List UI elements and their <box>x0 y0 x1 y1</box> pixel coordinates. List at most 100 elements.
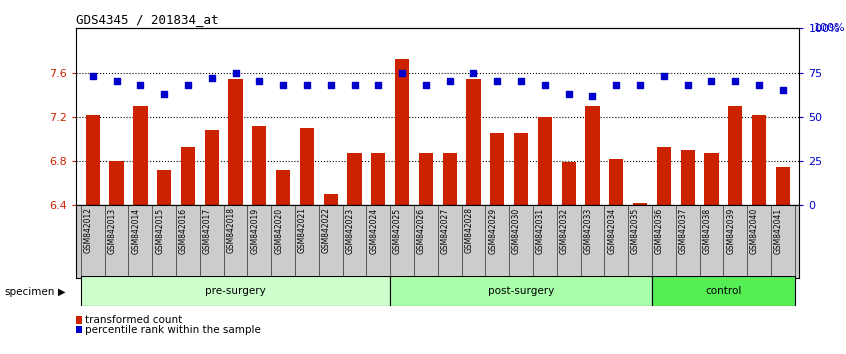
Text: GSM842034: GSM842034 <box>607 207 616 254</box>
Text: GSM842027: GSM842027 <box>441 207 450 253</box>
Bar <box>633 203 647 205</box>
Bar <box>252 126 266 205</box>
Text: ▶: ▶ <box>58 287 65 297</box>
Bar <box>585 106 600 205</box>
Text: GSM842017: GSM842017 <box>203 207 212 253</box>
Text: GSM842037: GSM842037 <box>678 207 688 254</box>
Bar <box>728 106 742 205</box>
Point <box>538 82 552 88</box>
Bar <box>776 167 790 205</box>
Point <box>562 91 575 97</box>
Point <box>752 82 766 88</box>
Bar <box>181 147 195 205</box>
Bar <box>490 133 504 205</box>
Point <box>181 82 195 88</box>
Text: GSM842041: GSM842041 <box>774 207 783 253</box>
Text: GSM842020: GSM842020 <box>274 207 283 253</box>
Text: 100%: 100% <box>814 23 845 33</box>
Bar <box>652 276 794 306</box>
Bar <box>466 79 481 205</box>
Text: GSM842040: GSM842040 <box>750 207 759 254</box>
Bar <box>323 194 338 205</box>
Point <box>776 87 789 93</box>
Text: GSM842019: GSM842019 <box>250 207 260 253</box>
Text: GSM842016: GSM842016 <box>179 207 188 253</box>
Bar <box>442 153 457 205</box>
Point <box>277 82 290 88</box>
Text: GSM842038: GSM842038 <box>702 207 711 253</box>
Text: GSM842022: GSM842022 <box>321 207 331 253</box>
Point <box>681 82 695 88</box>
Point <box>134 82 147 88</box>
Text: GSM842012: GSM842012 <box>84 207 93 253</box>
Point <box>491 79 504 84</box>
Point <box>86 73 100 79</box>
Bar <box>133 106 147 205</box>
Text: GSM842039: GSM842039 <box>726 207 735 254</box>
Point <box>348 82 361 88</box>
Bar <box>371 153 386 205</box>
Bar <box>81 276 390 306</box>
Point <box>443 79 457 84</box>
Text: GSM842028: GSM842028 <box>464 207 474 253</box>
Bar <box>562 162 576 205</box>
Point <box>324 82 338 88</box>
Point <box>585 93 599 98</box>
Text: control: control <box>706 286 741 296</box>
Text: GSM842026: GSM842026 <box>417 207 426 253</box>
Point <box>609 82 623 88</box>
Point <box>467 70 481 75</box>
Bar <box>538 117 552 205</box>
Text: specimen: specimen <box>4 287 55 297</box>
Point <box>728 79 742 84</box>
Point <box>634 82 647 88</box>
Text: GSM842033: GSM842033 <box>584 207 592 254</box>
Text: GSM842013: GSM842013 <box>107 207 117 253</box>
Bar <box>514 133 528 205</box>
Point <box>300 82 314 88</box>
Text: transformed count: transformed count <box>85 315 182 325</box>
Text: pre-surgery: pre-surgery <box>206 286 266 296</box>
Text: post-surgery: post-surgery <box>488 286 554 296</box>
Bar <box>752 115 766 205</box>
Bar <box>205 130 219 205</box>
Bar <box>390 276 652 306</box>
Point <box>205 75 218 81</box>
Bar <box>85 115 100 205</box>
Point <box>395 70 409 75</box>
Text: GSM842021: GSM842021 <box>298 207 307 253</box>
Point <box>657 73 671 79</box>
Point <box>253 79 266 84</box>
Bar <box>656 147 671 205</box>
Bar <box>228 79 243 205</box>
Point <box>371 82 385 88</box>
Text: GSM842023: GSM842023 <box>345 207 354 253</box>
Text: percentile rank within the sample: percentile rank within the sample <box>85 325 261 335</box>
Bar <box>680 150 695 205</box>
Text: GSM842032: GSM842032 <box>560 207 569 253</box>
Point <box>110 79 124 84</box>
Point <box>157 91 171 97</box>
Text: GSM842024: GSM842024 <box>370 207 378 253</box>
Point <box>228 70 242 75</box>
Point <box>419 82 432 88</box>
Text: GSM842014: GSM842014 <box>131 207 140 253</box>
Text: GSM842015: GSM842015 <box>155 207 164 253</box>
Bar <box>704 153 718 205</box>
Text: GSM842036: GSM842036 <box>655 207 664 254</box>
Bar <box>348 153 361 205</box>
Bar <box>299 128 314 205</box>
Text: GDS4345 / 201834_at: GDS4345 / 201834_at <box>76 13 218 26</box>
Text: GSM842025: GSM842025 <box>393 207 402 253</box>
Text: GSM842018: GSM842018 <box>227 207 235 253</box>
Bar <box>157 170 171 205</box>
Point <box>514 79 528 84</box>
Bar <box>609 159 624 205</box>
Text: GSM842029: GSM842029 <box>488 207 497 253</box>
Text: GSM842031: GSM842031 <box>536 207 545 253</box>
Bar <box>276 170 290 205</box>
Text: GSM842030: GSM842030 <box>512 207 521 254</box>
Bar <box>109 161 124 205</box>
Bar <box>419 153 433 205</box>
Text: GSM842035: GSM842035 <box>631 207 640 254</box>
